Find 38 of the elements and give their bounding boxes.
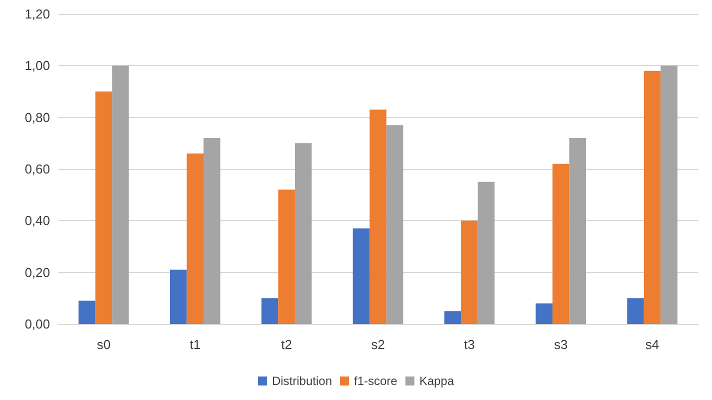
x-tick-label: s0 <box>96 337 111 352</box>
y-tick-label: 0,20 <box>24 264 50 280</box>
x-tick-label: s2 <box>371 337 385 352</box>
bar <box>569 138 586 324</box>
y-tick-label: 1,00 <box>24 58 50 74</box>
bar <box>112 66 129 324</box>
bar <box>552 164 570 324</box>
bar <box>352 228 370 324</box>
bar <box>660 66 678 324</box>
y-tick-label: 1,20 <box>24 6 50 22</box>
bar <box>478 182 495 324</box>
bar <box>386 125 404 324</box>
y-tick-label: 0,40 <box>24 213 50 228</box>
bar <box>370 110 386 324</box>
bar <box>627 298 644 324</box>
x-tick-label: t2 <box>281 337 292 352</box>
bar <box>461 220 478 324</box>
bar <box>444 311 462 324</box>
bar <box>278 190 295 324</box>
x-tick-label: s3 <box>554 337 568 352</box>
bar <box>644 70 661 324</box>
legend-label: Kappa <box>419 374 454 388</box>
bar <box>536 303 552 324</box>
legend-label: Distribution <box>272 374 332 388</box>
bar <box>78 300 96 324</box>
bar <box>186 154 204 324</box>
y-tick-label: 0,80 <box>24 110 50 125</box>
x-tick-label: t3 <box>464 337 475 352</box>
x-tick-label: s4 <box>645 337 660 352</box>
bar <box>261 298 278 324</box>
bar <box>294 143 312 324</box>
y-tick-label: 0,00 <box>24 316 50 332</box>
bar <box>170 270 187 324</box>
bar <box>95 92 112 324</box>
x-tick-label: t1 <box>190 337 201 352</box>
y-tick-label: 0,60 <box>24 162 50 176</box>
legend-label: f1-score <box>354 374 398 388</box>
bar <box>204 138 220 324</box>
